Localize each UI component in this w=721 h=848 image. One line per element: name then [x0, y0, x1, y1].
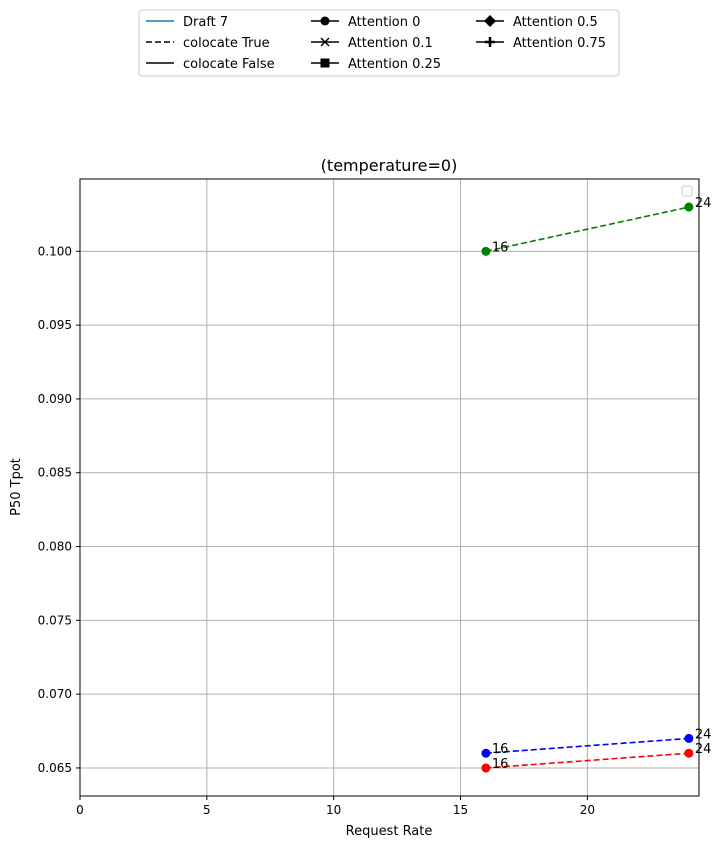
- legend-frame: [138, 9, 620, 77]
- legend-marker-square: [320, 58, 330, 68]
- data-label: 16: [492, 240, 509, 255]
- legend: Draft 7 colocate True colocate False Attent…: [138, 9, 620, 77]
- x-tick-label: 20: [580, 803, 595, 817]
- empty-legend-box: [681, 185, 693, 197]
- legend-marker-diamond: [484, 15, 496, 27]
- x-tick-label: 0: [76, 803, 84, 817]
- legend-entry: colocate True: [146, 36, 270, 51]
- x-tick-label: 15: [453, 803, 468, 817]
- y-tick-label: 0.065: [38, 761, 72, 775]
- data-point: [684, 202, 694, 212]
- legend-label: colocate True: [183, 36, 270, 51]
- legend-label: Attention 0.75: [513, 36, 606, 51]
- series-line: [485, 206, 690, 253]
- legend-entry: Attention 0.75: [476, 36, 606, 51]
- legend-label: Attention 0.5: [513, 15, 598, 30]
- legend-marker-circle: [320, 16, 330, 26]
- y-tick-label: 0.075: [38, 613, 72, 627]
- series-line: [485, 752, 689, 769]
- data-point: [684, 748, 694, 758]
- data-point: [481, 763, 491, 773]
- chart-title: (temperature=0): [321, 156, 458, 175]
- legend-entry: Attention 0: [311, 15, 420, 30]
- x-tick-label: 10: [326, 803, 341, 817]
- data-point: [481, 246, 491, 256]
- legend-label: colocate False: [183, 57, 275, 72]
- legend-label: Attention 0.1: [348, 36, 433, 51]
- plot-frame: [79, 178, 700, 797]
- legend-entry: Attention 0.5: [476, 15, 598, 30]
- plot-background: [80, 179, 699, 796]
- legend-marker-x: [320, 37, 330, 47]
- y-tick-label: 0.090: [38, 392, 72, 406]
- plot-area: 16 24 16 24 16 24 0 5 10 15 20 0.065 0.070 0.075 0.08…: [38, 178, 712, 817]
- legend-label: Draft 7: [183, 15, 228, 30]
- data-label: 24: [695, 742, 712, 757]
- series-line: [485, 737, 689, 754]
- x-axis-label: Request Rate: [346, 824, 433, 839]
- data-label: 24: [695, 196, 712, 211]
- data-label: 24: [695, 727, 712, 742]
- data-point: [481, 748, 491, 758]
- legend-entry: Draft 7: [146, 15, 228, 30]
- legend-entry: Attention 0.25: [311, 57, 441, 72]
- legend-label: Attention 0: [348, 15, 420, 30]
- legend-entry: Attention 0.1: [311, 36, 433, 51]
- y-tick-label: 0.095: [38, 318, 72, 332]
- data-point: [684, 733, 694, 743]
- legend-label: Attention 0.25: [348, 57, 441, 72]
- y-tick-label: 0.070: [38, 687, 72, 701]
- y-axis-label: P50 Tpot: [9, 458, 24, 516]
- y-tick-label: 0.085: [38, 466, 72, 480]
- data-label: 16: [492, 757, 509, 772]
- data-label: 16: [492, 742, 509, 757]
- y-tick-label: 0.080: [38, 540, 72, 554]
- y-tick-label: 0.100: [38, 244, 72, 258]
- x-tick-label: 5: [203, 803, 211, 817]
- legend-entry: colocate False: [146, 57, 275, 72]
